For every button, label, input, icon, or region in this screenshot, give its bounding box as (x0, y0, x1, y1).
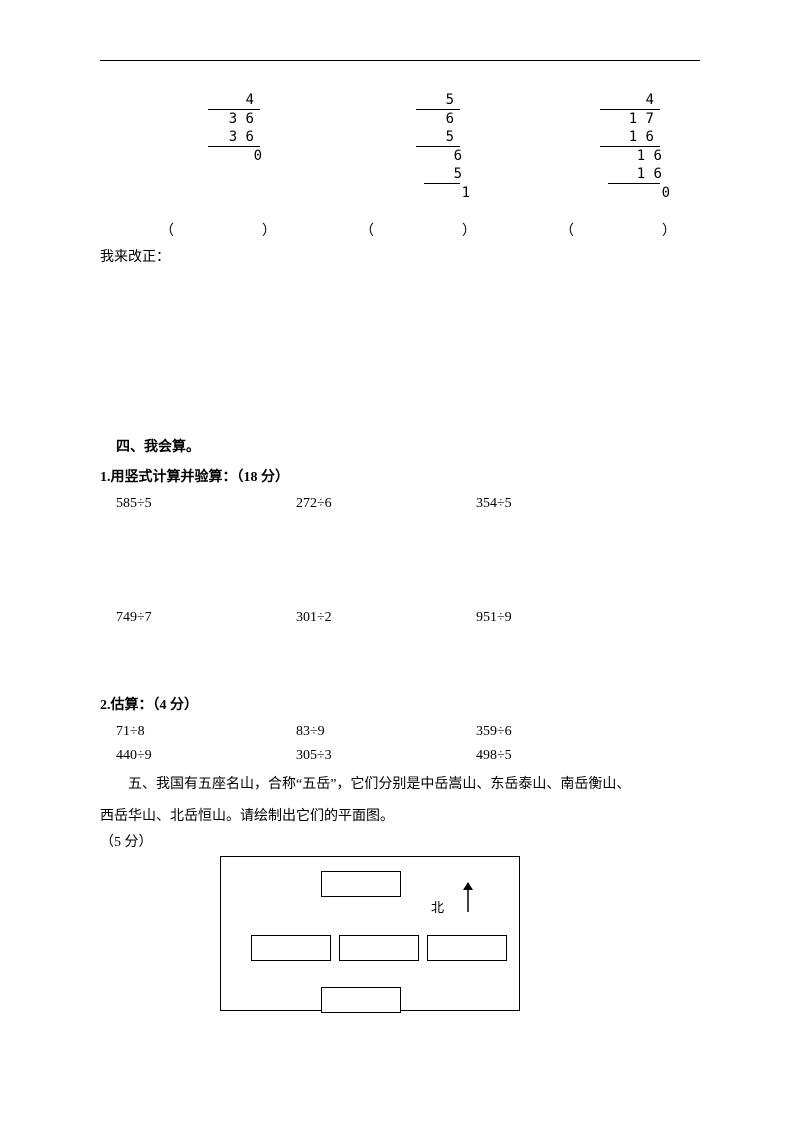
answer-paren[interactable]: （ ） (540, 220, 660, 240)
section-5-line2: 西岳华山、北岳恒山。请绘制出它们的平面图。 (100, 804, 700, 830)
section-5-points: （5 分） (100, 830, 700, 856)
problem: 498÷5 (476, 748, 656, 764)
problem: 585÷5 (116, 496, 296, 512)
problem: 354÷5 (476, 496, 656, 512)
problem: 359÷6 (476, 724, 656, 740)
mountain-box[interactable] (339, 935, 419, 961)
north-label: 北 (431, 897, 444, 916)
workspace-gap (100, 634, 700, 694)
top-rule (100, 60, 700, 61)
diagram-wrap: 北 (100, 856, 700, 1011)
correction-label: 我来改正： (100, 246, 700, 266)
problem: 749÷7 (116, 610, 296, 626)
workspace-gap (100, 520, 700, 610)
q1-row-1: 585÷5 272÷6 354÷5 (100, 496, 700, 512)
q1-title: 1.用竖式计算并验算：（18 分） (100, 466, 700, 486)
long-division: 41 71 61 61 60 (540, 91, 660, 202)
problem: 440÷9 (116, 748, 296, 764)
mountain-box[interactable] (251, 935, 331, 961)
q2-title: 2.估算：（4 分） (100, 694, 700, 714)
problem: 951÷9 (476, 610, 656, 626)
long-division-row: 43 63 60 565651 41 71 61 61 60 (100, 91, 700, 202)
q1-row-2: 749÷7 301÷2 951÷9 (100, 610, 700, 626)
answer-paren[interactable]: （ ） (340, 220, 460, 240)
section-5-line1: 五、我国有五座名山，合称“五岳”，它们分别是中岳嵩山、东岳泰山、南岳衡山、 (100, 772, 700, 798)
problem: 305÷3 (296, 748, 476, 764)
north-arrow-icon (461, 882, 475, 912)
section-4-title: 四、我会算。 (100, 436, 700, 456)
long-division: 43 63 60 (140, 91, 260, 202)
page: 43 63 60 565651 41 71 61 61 60 （ ） （ ） （ ）… (0, 0, 800, 1132)
problem: 71÷8 (116, 724, 296, 740)
five-mountains-diagram: 北 (220, 856, 520, 1011)
mountain-box[interactable] (427, 935, 507, 961)
problem: 83÷9 (296, 724, 476, 740)
mountain-box[interactable] (321, 987, 401, 1013)
long-division: 565651 (340, 91, 460, 202)
q2-row-1: 71÷8 83÷9 359÷6 (100, 724, 700, 740)
problem: 301÷2 (296, 610, 476, 626)
problem: 272÷6 (296, 496, 476, 512)
mountain-box[interactable] (321, 871, 401, 897)
answer-parens-row: （ ） （ ） （ ） (100, 220, 700, 240)
q2-row-2: 440÷9 305÷3 498÷5 (100, 748, 700, 764)
answer-paren[interactable]: （ ） (140, 220, 260, 240)
